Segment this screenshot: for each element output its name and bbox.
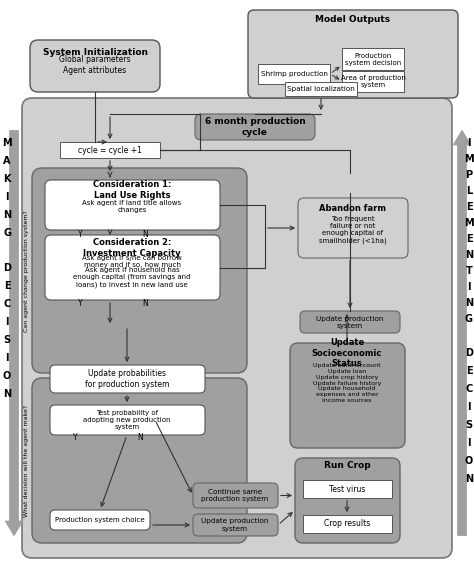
- Text: System Initialization: System Initialization: [43, 48, 147, 56]
- Text: Test probability of
adopting new production
system: Test probability of adopting new product…: [83, 410, 171, 430]
- FancyBboxPatch shape: [295, 458, 400, 543]
- Text: O: O: [465, 456, 473, 466]
- Text: E: E: [465, 234, 472, 244]
- FancyBboxPatch shape: [290, 343, 405, 448]
- Text: N: N: [137, 433, 143, 443]
- Text: E: E: [465, 202, 472, 212]
- Text: Ask agent if s/he can borrow
money and if so, how much: Ask agent if s/he can borrow money and i…: [82, 255, 182, 268]
- Text: I: I: [467, 402, 471, 412]
- Text: N: N: [142, 299, 148, 308]
- Text: Update bank account
Update loan
Update crop history
Update failure history
Updat: Update bank account Update loan Update c…: [313, 363, 381, 403]
- Bar: [342, 48, 404, 70]
- FancyBboxPatch shape: [195, 114, 315, 140]
- Text: L: L: [466, 186, 472, 196]
- Text: Spatial localization: Spatial localization: [287, 86, 355, 92]
- Text: Can agent change production system?: Can agent change production system?: [24, 210, 28, 332]
- Text: What decision will the agent make?: What decision will the agent make?: [24, 405, 28, 517]
- Text: Production system choice: Production system choice: [55, 517, 145, 523]
- Text: Consideration 1:
Land Use Rights: Consideration 1: Land Use Rights: [93, 181, 171, 200]
- Text: Run Crop: Run Crop: [324, 462, 370, 470]
- Text: Model Outputs: Model Outputs: [315, 15, 391, 24]
- Text: cycle = cycle +1: cycle = cycle +1: [78, 145, 142, 155]
- FancyBboxPatch shape: [50, 405, 205, 435]
- Text: I: I: [467, 282, 471, 292]
- FancyBboxPatch shape: [193, 514, 278, 536]
- Text: I: I: [5, 317, 9, 327]
- FancyBboxPatch shape: [50, 510, 150, 530]
- FancyBboxPatch shape: [32, 378, 247, 543]
- Text: N: N: [3, 210, 11, 220]
- Text: D: D: [465, 348, 473, 358]
- Text: O: O: [3, 371, 11, 381]
- Text: Y: Y: [78, 229, 82, 239]
- FancyBboxPatch shape: [30, 40, 160, 92]
- Text: Area of production
system: Area of production system: [340, 75, 405, 88]
- Text: Shrimp production: Shrimp production: [261, 71, 328, 77]
- FancyBboxPatch shape: [45, 180, 220, 230]
- Bar: [342, 71, 404, 92]
- Text: Too frequent
failure or not
enough capital of
smallholder (<1ha): Too frequent failure or not enough capit…: [319, 216, 387, 244]
- Text: Y: Y: [78, 299, 82, 308]
- Text: S: S: [3, 335, 10, 345]
- Text: Update probabilities
for production system: Update probabilities for production syst…: [85, 369, 169, 389]
- Text: Ask agent if household has
enough capital (from savings and
loans) to invest in : Ask agent if household has enough capita…: [73, 266, 191, 288]
- Text: I: I: [5, 353, 9, 363]
- Text: Abandon farm: Abandon farm: [319, 203, 386, 212]
- FancyBboxPatch shape: [50, 365, 205, 393]
- Text: N: N: [465, 474, 473, 484]
- Text: N: N: [3, 389, 11, 399]
- Text: M: M: [464, 154, 474, 164]
- Text: G: G: [3, 228, 11, 238]
- Text: Global parameters
Agent attributes: Global parameters Agent attributes: [59, 55, 131, 75]
- FancyBboxPatch shape: [298, 198, 408, 258]
- FancyBboxPatch shape: [193, 483, 278, 508]
- Bar: [303, 480, 392, 498]
- Text: Production
system decision: Production system decision: [345, 52, 401, 65]
- Text: Crop results: Crop results: [324, 520, 370, 529]
- Text: Update production
system: Update production system: [201, 519, 269, 532]
- FancyBboxPatch shape: [45, 235, 220, 300]
- FancyArrowPatch shape: [6, 131, 22, 535]
- Text: I: I: [467, 438, 471, 448]
- FancyBboxPatch shape: [248, 10, 458, 98]
- Bar: [258, 64, 330, 84]
- Text: Y: Y: [73, 433, 77, 443]
- Bar: [60, 142, 160, 158]
- Text: Test virus: Test virus: [329, 485, 365, 493]
- Text: K: K: [3, 174, 11, 184]
- Text: D: D: [3, 263, 11, 273]
- FancyBboxPatch shape: [300, 311, 400, 333]
- Text: Ask agent if land title allows
changes: Ask agent if land title allows changes: [82, 199, 182, 212]
- Text: I: I: [5, 192, 9, 202]
- Text: Update production
system: Update production system: [316, 316, 383, 329]
- Text: I: I: [467, 138, 471, 148]
- Text: A: A: [3, 156, 11, 166]
- Bar: [303, 515, 392, 533]
- Text: M: M: [2, 138, 12, 148]
- Text: M: M: [464, 218, 474, 228]
- Text: C: C: [465, 384, 473, 394]
- Text: P: P: [465, 170, 473, 180]
- Text: G: G: [465, 314, 473, 324]
- Text: Consideration 2:
Investment Capacity: Consideration 2: Investment Capacity: [83, 238, 181, 258]
- Text: Update
Socioeconomic
Status: Update Socioeconomic Status: [312, 338, 382, 368]
- Text: S: S: [465, 420, 473, 430]
- Text: Continue same
production system: Continue same production system: [201, 489, 269, 502]
- Text: N: N: [465, 250, 473, 260]
- Bar: [285, 82, 357, 96]
- Text: E: E: [465, 366, 472, 376]
- Text: E: E: [4, 281, 10, 291]
- FancyBboxPatch shape: [32, 168, 247, 373]
- Text: 6 month production
cycle: 6 month production cycle: [205, 117, 305, 136]
- Text: T: T: [465, 266, 473, 276]
- Text: C: C: [3, 299, 10, 309]
- Text: N: N: [142, 229, 148, 239]
- Text: N: N: [465, 298, 473, 308]
- FancyArrowPatch shape: [454, 131, 470, 535]
- FancyBboxPatch shape: [22, 98, 452, 558]
